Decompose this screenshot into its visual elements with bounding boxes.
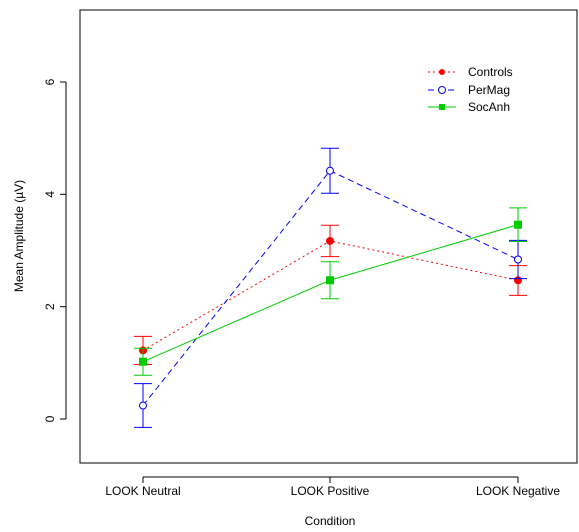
data-point [514,220,522,229]
data-point [326,236,334,245]
legend-marker [439,104,445,110]
y-axis-title: Mean Amplitude (µV) [12,180,26,292]
legend-marker [439,69,445,75]
legend-label: SocAnh [468,100,510,114]
x-tick-label: LOOK Negative [476,484,560,498]
legend: Controls PerMag SocAnh [428,65,513,114]
data-point [139,357,147,366]
series-permag [134,147,527,428]
y-tick-label: 2 [43,303,57,310]
x-axis-title: Condition [305,514,356,528]
plot-frame [79,9,578,464]
x-tick-label: LOOK Neutral [105,484,180,498]
y-axis: 0 2 4 6 [43,78,67,422]
data-point [514,255,522,264]
legend-label: PerMag [468,83,510,97]
data-point [139,401,147,410]
legend-label: Controls [468,65,513,79]
series-layer [134,147,527,428]
y-tick-label: 4 [43,191,57,198]
series-socanh [134,207,527,376]
legend-marker [438,86,446,94]
x-axis: LOOK Neutral LOOK Positive LOOK Negative [105,476,560,498]
y-tick-label: 6 [43,78,57,85]
y-tick-label: 0 [43,415,57,422]
data-point [326,166,334,175]
data-point [326,276,334,285]
x-tick-label: LOOK Positive [291,484,370,498]
